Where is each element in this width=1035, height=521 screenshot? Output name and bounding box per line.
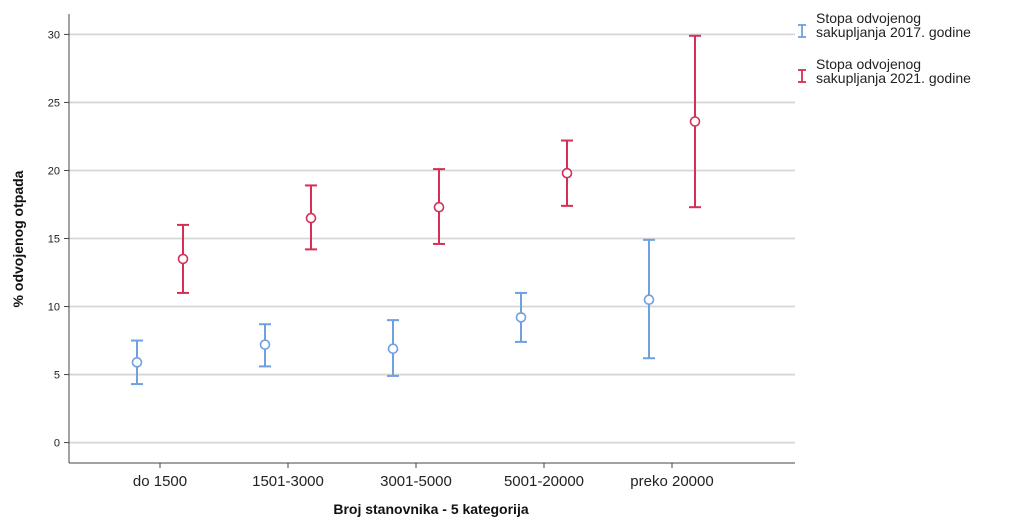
x-axis-title: Broj stanovnika - 5 kategorija [333,501,528,517]
error-bar-series [131,34,701,386]
mean-marker [387,343,399,355]
y-tick-label: 15 [48,234,60,246]
x-tick-label: 1501-3000 [252,473,324,490]
x-tick-label: 5001-20000 [504,473,584,490]
mean-marker [689,116,701,127]
y-tick-labels: 0 5 10 15 20 25 30 [48,29,69,450]
x-tick-label: 3001-5000 [380,473,452,490]
mean-marker [131,357,143,368]
gridlines [69,33,795,444]
mean-marker [643,294,655,306]
x-tick-label: preko 20000 [630,473,713,490]
legend-label-2017-line2: sakupljanja 2017. godine [816,24,971,40]
legend-label-2017-line1: Stopa odvojenog [816,10,921,26]
y-tick-label: 25 [48,97,60,109]
legend: Stopa odvojenog sakupljanja 2017. godine… [798,10,971,86]
mean-marker [177,253,189,265]
x-tick-label: do 1500 [133,473,187,490]
y-tick-label: 5 [54,370,60,382]
legend-item-2021: Stopa odvojenog sakupljanja 2021. godine [798,56,971,86]
legend-symbol-2021 [798,69,806,83]
mean-marker [515,312,527,323]
mean-marker [305,212,317,224]
y-tick-label: 0 [54,438,60,450]
x-tick-labels: do 1500 1501-3000 3001-5000 5001-20000 preko… [133,463,714,490]
y-tick-label: 30 [48,29,60,41]
series-1 [177,34,701,294]
y-tick-label: 20 [48,165,60,177]
legend-item-2017: Stopa odvojenog sakupljanja 2017. godine [798,10,971,40]
legend-symbol-2017 [798,24,806,38]
mean-marker [561,167,573,179]
legend-label-2021-line1: Stopa odvojenog [816,56,921,72]
legend-label-2021-line2: sakupljanja 2021. godine [816,70,971,86]
series-0 [131,238,655,386]
y-axis-title: % odvojenog otpada [10,170,26,307]
y-tick-label: 10 [48,302,60,314]
mean-marker [433,201,445,213]
mean-marker [259,339,271,350]
